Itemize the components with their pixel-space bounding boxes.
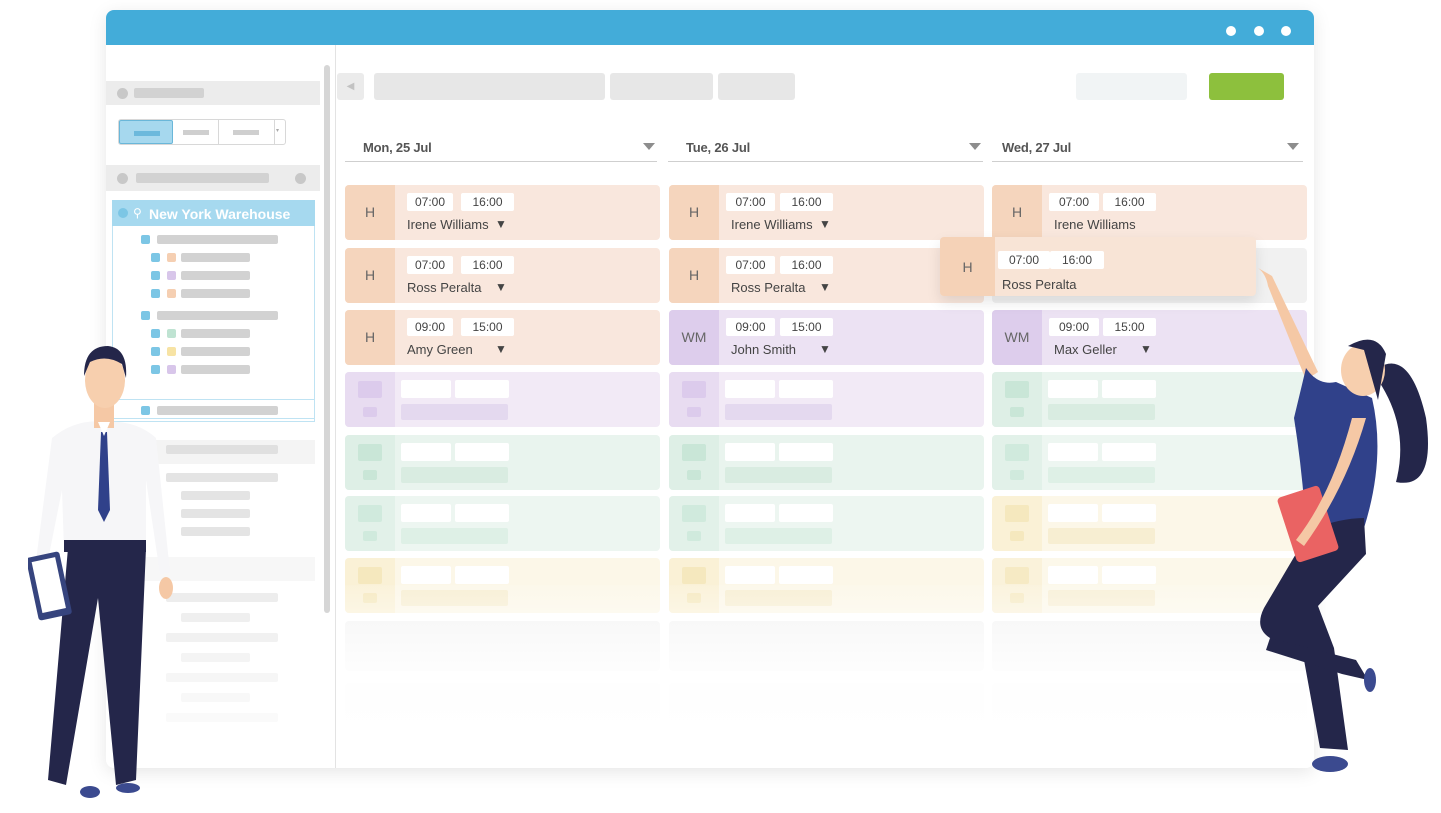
shift-tag: H: [345, 185, 395, 240]
dropdown-arrow-icon[interactable]: ▼: [1140, 342, 1152, 356]
shift-end-time[interactable]: 16:00: [1103, 193, 1156, 211]
shift-card[interactable]: WM 09:00 15:00 Max Geller ▼: [992, 310, 1307, 365]
view-toggle: ▾: [118, 119, 286, 145]
location-tree: [112, 226, 315, 419]
shift-tag: H: [669, 248, 719, 303]
sidebar: ▾ ⚲ New York Warehouse: [106, 45, 336, 768]
shift-end-time[interactable]: 15:00: [780, 318, 833, 336]
day-header-wed[interactable]: Wed, 27 Jul: [992, 135, 1303, 162]
day-header-tue[interactable]: Tue, 26 Jul: [668, 135, 983, 162]
dropdown-arrow-icon[interactable]: ▼: [495, 342, 507, 356]
shift-tag: H: [992, 185, 1042, 240]
sidebar-section-header[interactable]: [106, 165, 320, 191]
woman-reaching-illustration: [1258, 268, 1428, 772]
man-with-clipboard-illustration: [28, 346, 173, 798]
shift-card[interactable]: WM 09:00 15:00 John Smith ▼: [669, 310, 984, 365]
dropdown-arrow-icon[interactable]: ▼: [495, 217, 507, 231]
empty-shift-slot[interactable]: [992, 372, 1307, 427]
schedule-area: ◀ Mon, 25 Jul Tue, 26 Jul Wed, 27 Jul H …: [337, 45, 1314, 768]
employee-name: Amy Green: [407, 342, 473, 357]
employee-name: Irene Williams: [731, 217, 813, 232]
employee-name: Max Geller: [1054, 342, 1117, 357]
view-toggle-option[interactable]: [119, 120, 173, 144]
chevron-down-icon[interactable]: [1287, 143, 1299, 150]
day-header-mon[interactable]: Mon, 25 Jul: [345, 135, 657, 162]
shift-card[interactable]: H 09:00 15:00 Amy Green ▼: [345, 310, 660, 365]
shift-start-time[interactable]: 07:00: [998, 251, 1050, 269]
employee-name: Ross Peralta: [1002, 277, 1077, 292]
shift-tag: WM: [669, 310, 719, 365]
shift-card[interactable]: H 07:00 16:00 Ross Peralta ▼: [669, 248, 984, 303]
shift-tag: H: [669, 185, 719, 240]
dropdown-arrow-icon[interactable]: ▼: [819, 280, 831, 294]
employee-name: Ross Peralta: [407, 280, 482, 295]
shift-card[interactable]: H 07:00 16:00 Irene Williams ▼: [345, 185, 660, 240]
empty-shift-slot[interactable]: [669, 372, 984, 427]
shift-start-time[interactable]: 07:00: [1049, 193, 1099, 211]
title-bar: [106, 10, 1314, 45]
empty-shift-slot[interactable]: [669, 496, 984, 551]
toolbar-field[interactable]: [610, 73, 713, 100]
shift-tag: H: [345, 248, 395, 303]
shift-end-time[interactable]: 16:00: [780, 256, 833, 274]
dropdown-arrow-icon[interactable]: ▼: [819, 217, 831, 231]
map-pin-icon: ⚲: [133, 206, 142, 220]
sidebar-section-header[interactable]: [106, 81, 320, 105]
empty-shift-slot[interactable]: [345, 372, 660, 427]
shift-tag: H: [940, 237, 995, 296]
shift-start-time[interactable]: 07:00: [407, 193, 453, 211]
sidebar-scrollbar[interactable]: [324, 65, 330, 613]
shift-end-time[interactable]: 15:00: [461, 318, 514, 336]
shift-start-time[interactable]: 07:00: [726, 193, 775, 211]
shift-tag: WM: [992, 310, 1042, 365]
shift-end-time[interactable]: 15:00: [1103, 318, 1156, 336]
view-toggle-option[interactable]: [173, 120, 219, 144]
shift-start-time[interactable]: 09:00: [1049, 318, 1099, 336]
view-toggle-caret-icon[interactable]: ▾: [276, 128, 280, 134]
location-item[interactable]: ⚲ New York Warehouse: [112, 200, 315, 226]
employee-name: Irene Williams: [407, 217, 489, 232]
window-dot-icon[interactable]: [1226, 26, 1236, 36]
shift-start-time[interactable]: 07:00: [726, 256, 775, 274]
empty-shift-slot[interactable]: [669, 435, 984, 490]
shift-card[interactable]: H 07:00 16:00 Irene Williams ▼: [669, 185, 984, 240]
toolbar-field[interactable]: [374, 73, 605, 100]
chevron-left-icon[interactable]: ◀: [337, 73, 364, 100]
empty-shift-slot[interactable]: [345, 496, 660, 551]
window-dot-icon[interactable]: [1281, 26, 1291, 36]
dropdown-arrow-icon[interactable]: ▼: [495, 280, 507, 294]
shift-start-time[interactable]: 09:00: [726, 318, 775, 336]
location-name: New York Warehouse: [149, 206, 291, 222]
employee-name: Irene Williams: [1054, 217, 1136, 232]
shift-end-time[interactable]: 16:00: [780, 193, 833, 211]
shift-tag: H: [345, 310, 395, 365]
employee-name: John Smith: [731, 342, 797, 357]
shift-card[interactable]: H 07:00 16:00 Irene Williams: [992, 185, 1307, 240]
empty-shift-slot[interactable]: [992, 435, 1307, 490]
chevron-down-icon[interactable]: [643, 143, 655, 150]
empty-shift-slot[interactable]: [992, 496, 1307, 551]
app-window: ▾ ⚲ New York Warehouse: [106, 10, 1314, 768]
chevron-down-icon[interactable]: [969, 143, 981, 150]
view-toggle-option[interactable]: [219, 120, 275, 144]
shift-end-time[interactable]: 16:00: [461, 256, 514, 274]
window-dot-icon[interactable]: [1254, 26, 1264, 36]
publish-button[interactable]: [1209, 73, 1284, 100]
dragging-shift-card[interactable]: H 07:00 16:00 Ross Peralta: [940, 237, 1256, 296]
toolbar-field[interactable]: [718, 73, 795, 100]
shift-end-time[interactable]: 16:00: [1050, 251, 1104, 269]
dropdown-arrow-icon[interactable]: ▼: [819, 342, 831, 356]
shift-end-time[interactable]: 16:00: [461, 193, 514, 211]
empty-shift-slot[interactable]: [345, 435, 660, 490]
employee-name: Ross Peralta: [731, 280, 806, 295]
shift-start-time[interactable]: 09:00: [407, 318, 453, 336]
shift-start-time[interactable]: 07:00: [407, 256, 453, 274]
shift-card[interactable]: H 07:00 16:00 Ross Peralta ▼: [345, 248, 660, 303]
toolbar-secondary-button[interactable]: [1076, 73, 1187, 100]
